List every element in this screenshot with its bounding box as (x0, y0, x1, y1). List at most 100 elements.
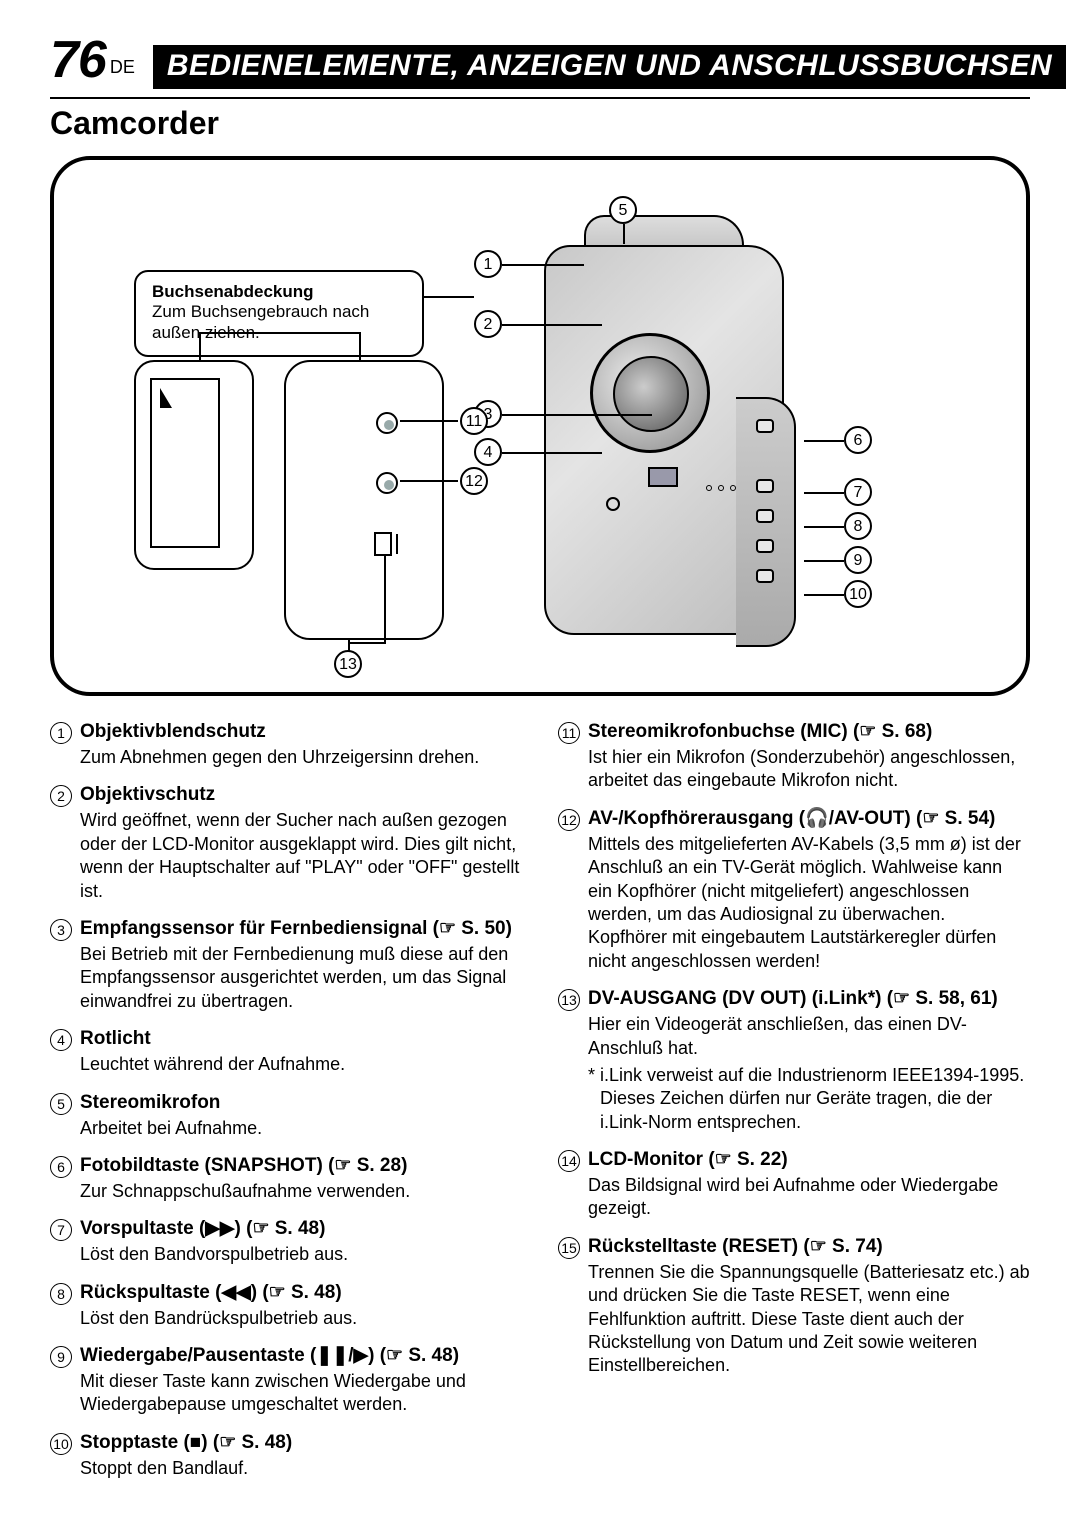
callout-badge: 10 (844, 580, 872, 608)
item-head: 14LCD-Monitor (☞ S. 22) (558, 1148, 1030, 1172)
callout-badge: 12 (460, 467, 488, 495)
item-description: Löst den Bandrückspulbetrieb aus. (80, 1307, 522, 1330)
left-column: 1ObjektivblendschutzZum Abnehmen gegen d… (50, 720, 522, 1494)
stop-button (756, 569, 774, 583)
item-title: Vorspultaste (▶▶) (☞ S. 48) (80, 1217, 325, 1241)
item-number: 12 (558, 809, 580, 831)
callout-badge: 5 (609, 196, 637, 224)
play-pause-button (756, 539, 774, 553)
description-item: 9Wiedergabe/Pausentaste (❚❚/▶) (☞ S. 48)… (50, 1344, 522, 1417)
cam-body (544, 245, 784, 635)
item-description: Bei Betrieb mit der Fernbedienung muß di… (80, 943, 522, 1013)
item-title: Stopptaste (■) (☞ S. 48) (80, 1431, 292, 1455)
diagram-label-title: Buchsenabdeckung (152, 282, 406, 302)
item-description: Leuchtet während der Aufnahme. (80, 1053, 522, 1076)
item-description: Ist hier ein Mikrofon (Sonderzubehör) an… (588, 746, 1030, 793)
item-title: Objektivblendschutz (80, 720, 266, 744)
leader (804, 594, 844, 596)
description-item: 11Stereomikrofonbuchse (MIC) (☞ S. 68)Is… (558, 720, 1030, 793)
page-number: 76 (50, 30, 106, 90)
item-description: Mittels des mitgelieferten AV-Kabels (3,… (588, 833, 1030, 973)
item-description: Trennen Sie die Spannungsquelle (Batteri… (588, 1261, 1030, 1378)
item-title: Rückstelltaste (RESET) (☞ S. 74) (588, 1235, 883, 1259)
snapshot-button (756, 419, 774, 433)
leader (623, 224, 625, 244)
item-head: 1Objektivblendschutz (50, 720, 522, 744)
item-description: Wird geöffnet, wenn der Sucher nach auße… (80, 809, 522, 903)
item-head: 7 Vorspultaste (▶▶) (☞ S. 48) (50, 1217, 522, 1241)
leader (424, 296, 474, 298)
item-title: AV-/Kopfhörerausgang (🎧/AV-OUT) (☞ S. 54… (588, 807, 995, 831)
item-title: LCD-Monitor (☞ S. 22) (588, 1148, 788, 1172)
page-reference: (☞ S. 58, 61) (887, 988, 998, 1009)
item-head: 3Empfangssensor für Fernbediensignal (☞ … (50, 917, 522, 941)
description-item: 1ObjektivblendschutzZum Abnehmen gegen d… (50, 720, 522, 769)
item-description: Löst den Bandvorspulbetrieb aus. (80, 1243, 522, 1266)
leader (502, 264, 584, 266)
description-item: 7 Vorspultaste (▶▶) (☞ S. 48)Löst den Ban… (50, 1217, 522, 1266)
page-reference: (☞ S. 48) (213, 1432, 292, 1453)
description-item: 10 Stopptaste (■) (☞ S. 48)Stoppt den Ban… (50, 1431, 522, 1480)
lens-inner (613, 356, 689, 432)
leader (804, 492, 844, 494)
item-head: 4 Rotlicht (50, 1027, 522, 1051)
page-header: 76 DE BEDIENELEMENTE, ANZEIGEN UND ANSCH… (50, 30, 1030, 91)
diagram-frame: Buchsenabdeckung Zum Buchsengebrauch nac… (50, 156, 1030, 696)
page-reference: (☞ S. 54) (916, 808, 995, 829)
item-number: 7 (50, 1219, 72, 1241)
callout-badge: 9 (844, 546, 872, 574)
item-footnote: * i.Link verweist auf die Industrienorm … (600, 1064, 1030, 1134)
item-number: 11 (558, 722, 580, 744)
rew-button (756, 509, 774, 523)
leader (502, 452, 602, 454)
language-code: DE (110, 57, 135, 78)
cover-panel-ports (284, 360, 444, 640)
page-reference: (☞ S. 28) (328, 1155, 407, 1176)
diagram-label-text: Zum Buchsengebrauch nach außen ziehen. (152, 302, 406, 343)
item-head: 6Fotobildtaste (SNAPSHOT) (☞ S. 28) (50, 1154, 522, 1178)
item-number: 2 (50, 785, 72, 807)
right-column: 11Stereomikrofonbuchse (MIC) (☞ S. 68)Is… (558, 720, 1030, 1494)
ir-sensor (648, 467, 678, 487)
description-item: 3Empfangssensor für Fernbediensignal (☞ … (50, 917, 522, 1013)
leader (502, 324, 602, 326)
description-item: 6Fotobildtaste (SNAPSHOT) (☞ S. 28)Zur S… (50, 1154, 522, 1203)
item-head: 13 DV-AUSGANG (DV OUT) (i.Link*) (☞ S. 58… (558, 987, 1030, 1011)
item-head: 10 Stopptaste (■) (☞ S. 48) (50, 1431, 522, 1455)
camcorder-illustration (524, 215, 804, 655)
description-item: 13 DV-AUSGANG (DV OUT) (i.Link*) (☞ S. 58… (558, 987, 1030, 1134)
item-number: 9 (50, 1346, 72, 1368)
cover-flap (150, 378, 220, 548)
description-item: 14LCD-Monitor (☞ S. 22)Das Bildsignal wi… (558, 1148, 1030, 1221)
ff-button (756, 479, 774, 493)
item-description: Zur Schnappschußaufnahme verwenden. (80, 1180, 522, 1203)
item-head: 5Stereomikrofon (50, 1091, 522, 1115)
page-reference: (☞ S. 74) (803, 1236, 882, 1257)
item-description: Das Bildsignal wird bei Aufnahme oder Wi… (588, 1174, 1030, 1221)
item-title: Objektivschutz (80, 783, 215, 807)
item-number: 4 (50, 1029, 72, 1051)
description-item: 4 RotlichtLeuchtet während der Aufnahme. (50, 1027, 522, 1076)
item-number: 3 (50, 919, 72, 941)
callout-badge: 13 (334, 650, 362, 678)
leader (199, 332, 201, 360)
item-head: 11Stereomikrofonbuchse (MIC) (☞ S. 68) (558, 720, 1030, 744)
description-item: 15Rückstelltaste (RESET) (☞ S. 74)Trenne… (558, 1235, 1030, 1378)
item-title: Rotlicht (80, 1027, 151, 1051)
leader (502, 414, 652, 416)
item-head: 9Wiedergabe/Pausentaste (❚❚/▶) (☞ S. 48) (50, 1344, 522, 1368)
description-columns: 1ObjektivblendschutzZum Abnehmen gegen d… (50, 720, 1030, 1494)
item-description: Stoppt den Bandlauf. (80, 1457, 522, 1480)
leader (348, 642, 386, 644)
leader (384, 554, 386, 642)
leader (804, 440, 844, 442)
description-item: 12 AV-/Kopfhörerausgang (🎧/AV-OUT) (☞ S. … (558, 807, 1030, 973)
item-title: DV-AUSGANG (DV OUT) (i.Link*) (☞ S. 58, … (588, 987, 998, 1011)
port-dv (374, 532, 392, 556)
item-number: 13 (558, 989, 580, 1011)
port-mic (376, 412, 398, 434)
callout-badge: 4 (474, 438, 502, 466)
callout-badge: 11 (460, 407, 488, 435)
item-number: 10 (50, 1433, 72, 1455)
item-head: 2 Objektivschutz (50, 783, 522, 807)
